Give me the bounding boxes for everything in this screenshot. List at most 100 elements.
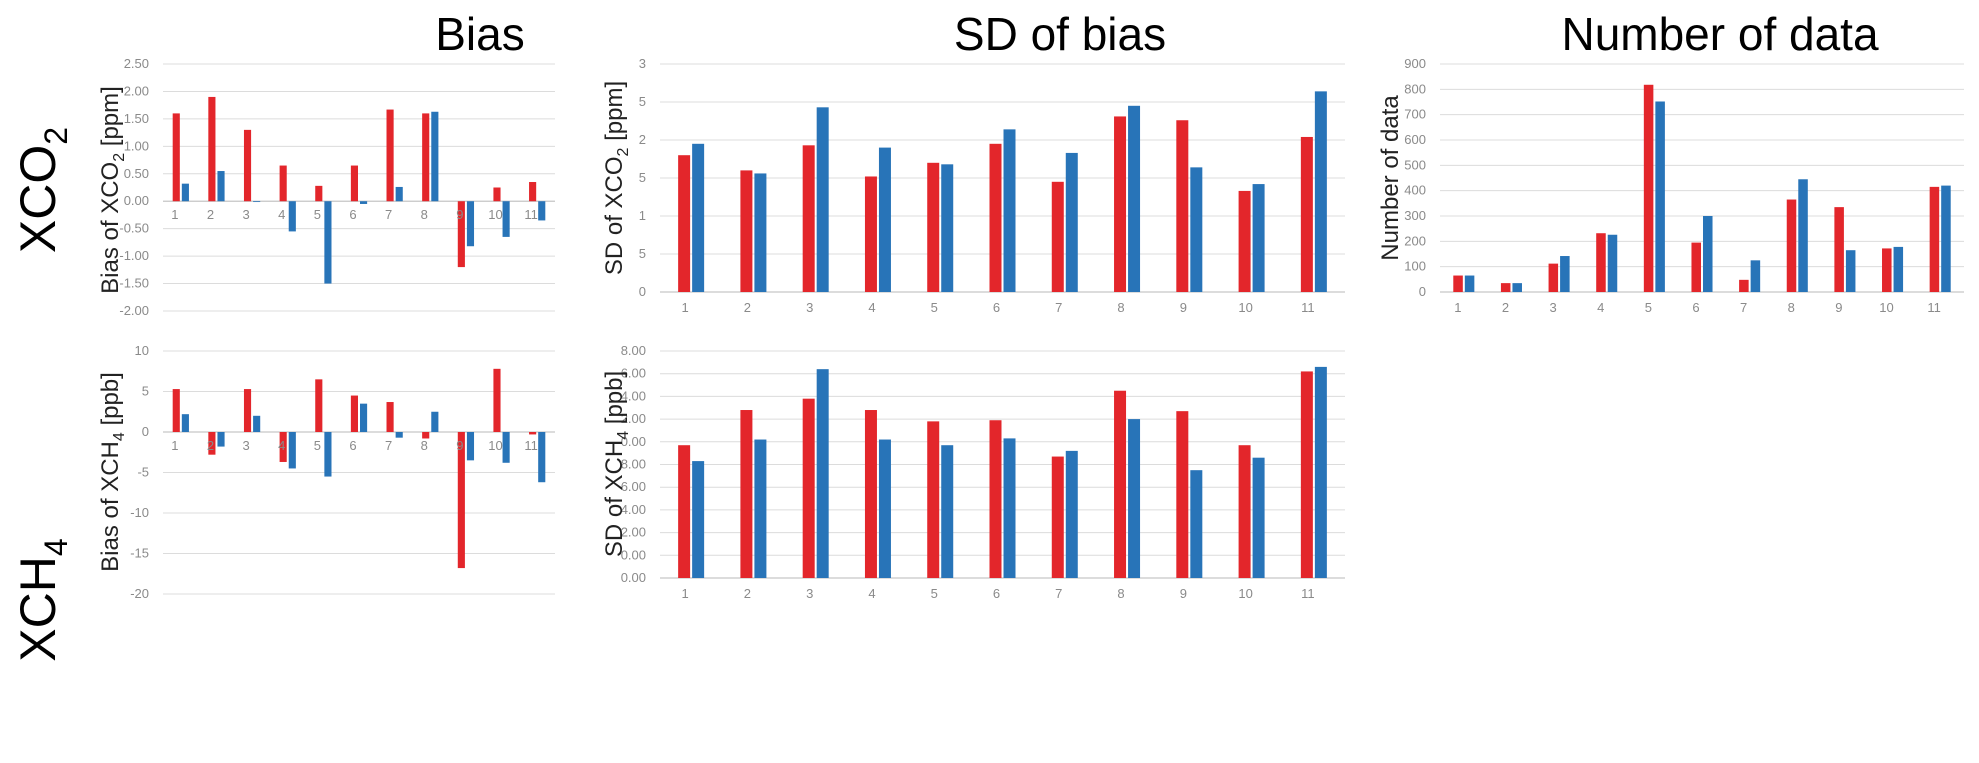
x-tick-label: 6 — [1692, 300, 1699, 315]
x-tick-label: 11 — [1301, 586, 1315, 601]
bar-series-1 — [493, 368, 501, 432]
bar-series-2 — [878, 439, 891, 578]
y-tick-label: 5 — [639, 246, 646, 261]
y-axis-label: Bias of XCO2 [ppm] — [97, 86, 128, 294]
bar-series-1 — [1051, 456, 1064, 578]
y-axis-label-prefix: Number of data — [1377, 95, 1404, 261]
x-tick-label: 10 — [1238, 300, 1252, 315]
y-tick-label: 8.00 — [621, 457, 646, 472]
y-tick-label: 400 — [1404, 183, 1426, 198]
y-tick-label: -15 — [130, 546, 149, 561]
bar-series-2 — [360, 201, 368, 204]
column-title-number-of-data: Number of data — [1561, 8, 1878, 60]
bar-series-1 — [1786, 199, 1797, 292]
bar-series-1 — [315, 185, 323, 202]
bar-series-1 — [493, 187, 501, 202]
bar-series-1 — [678, 155, 691, 292]
y-tick-label: -1.50 — [119, 276, 149, 291]
bar-series-1 — [1176, 411, 1189, 578]
column-title-sd-of-bias: SD of bias — [954, 8, 1166, 60]
bar-series-1 — [927, 162, 940, 292]
bar-series-2 — [816, 107, 829, 292]
row-label-xco2-sub: 2 — [38, 127, 74, 145]
bar-series-1 — [279, 165, 287, 202]
bar-series-1 — [740, 410, 753, 578]
y-tick-label: 900 — [1404, 56, 1426, 71]
bar-series-2 — [217, 171, 225, 202]
bar-series-1 — [529, 182, 537, 202]
bar-series-2 — [1003, 129, 1016, 292]
bar-series-2 — [1065, 450, 1078, 578]
y-tick-label: -20 — [130, 586, 149, 601]
x-tick-label: 9 — [1180, 586, 1187, 601]
bar-series-2 — [1607, 234, 1618, 292]
bar-series-2 — [181, 414, 189, 432]
y-tick-label: 0.00 — [621, 570, 646, 585]
row-label-xco2: XCO2 — [10, 127, 74, 253]
bar-series-1 — [864, 410, 877, 578]
y-axis-label: SD of XCO2 [ppm] — [601, 81, 632, 275]
x-tick-label: 3 — [1549, 300, 1556, 315]
bar-series-2 — [878, 147, 891, 292]
y-tick-label: 0.50 — [124, 166, 149, 181]
bar-series-2 — [754, 173, 767, 292]
bar-series-1 — [208, 432, 216, 455]
x-tick-label: 4 — [868, 586, 875, 601]
bar-series-1 — [989, 420, 1002, 578]
y-tick-label: 5 — [639, 170, 646, 185]
y-axis-label-prefix: SD of XCH — [601, 440, 628, 557]
y-axis-label-suffix: [ppm] — [97, 86, 124, 153]
x-tick-label: 8 — [1117, 300, 1124, 315]
y-tick-label: 0 — [1419, 284, 1426, 299]
bar-series-2 — [1065, 152, 1078, 292]
bar-series-2 — [395, 186, 403, 202]
x-tick-label: 3 — [242, 207, 249, 222]
x-tick-label: 6 — [993, 300, 1000, 315]
bar-series-2 — [1845, 250, 1856, 292]
y-tick-label: 6.00 — [621, 366, 646, 381]
bar-series-1 — [243, 389, 252, 432]
bar-series-1 — [802, 398, 815, 578]
x-tick-label: 7 — [1055, 586, 1062, 601]
y-tick-label: -1.00 — [119, 248, 149, 263]
row-label-xch4: XCH4 — [10, 538, 74, 661]
bar-series-2 — [538, 432, 546, 483]
row-label-xco2-main: XCO — [10, 145, 66, 253]
bar-series-2 — [466, 432, 475, 461]
y-tick-label: 0 — [639, 284, 646, 299]
x-tick-label: 3 — [242, 438, 249, 453]
bar-series-2 — [431, 411, 439, 432]
x-tick-label: 1 — [171, 438, 178, 453]
x-tick-label: 8 — [1117, 586, 1124, 601]
bar-series-2 — [538, 201, 546, 221]
y-tick-label: 2.50 — [124, 56, 149, 71]
row-label-xch4-sub: 4 — [38, 538, 74, 556]
bar-series-1 — [1739, 279, 1749, 292]
y-tick-label: 0.00 — [124, 193, 149, 208]
bar-series-1 — [740, 170, 753, 292]
y-tick-label: 500 — [1404, 157, 1426, 172]
y-tick-label: -5 — [137, 465, 149, 480]
bar-series-2 — [1655, 101, 1665, 292]
bar-series-1 — [678, 445, 691, 578]
bar-series-1 — [350, 395, 358, 432]
x-tick-label: 5 — [1645, 300, 1652, 315]
bar-series-1 — [315, 379, 323, 432]
y-tick-label: -10 — [130, 505, 149, 520]
x-tick-label: 8 — [421, 438, 428, 453]
y-tick-label: 800 — [1404, 81, 1426, 96]
chart-panels: 2.50 2.00 1.50 1.00 0.50 0.00 -0.50 -1.00 -1.50 -… — [97, 56, 1964, 601]
x-tick-label: 9 — [1180, 300, 1187, 315]
x-tick-label: 9 — [456, 438, 463, 453]
x-tick-label: 6 — [349, 207, 356, 222]
bar-series-1 — [386, 109, 394, 202]
y-axis-label-prefix: Bias of XCH — [97, 441, 124, 572]
bar-series-2 — [1750, 260, 1761, 292]
bar-series-2 — [1314, 91, 1327, 292]
x-tick-label: 10 — [488, 207, 502, 222]
x-tick-label: 5 — [314, 207, 321, 222]
y-tick-label: 0 — [142, 424, 149, 439]
y-axis-label-subscript: 2 — [111, 153, 128, 162]
y-axis-label-subscript: 2 — [615, 147, 632, 156]
